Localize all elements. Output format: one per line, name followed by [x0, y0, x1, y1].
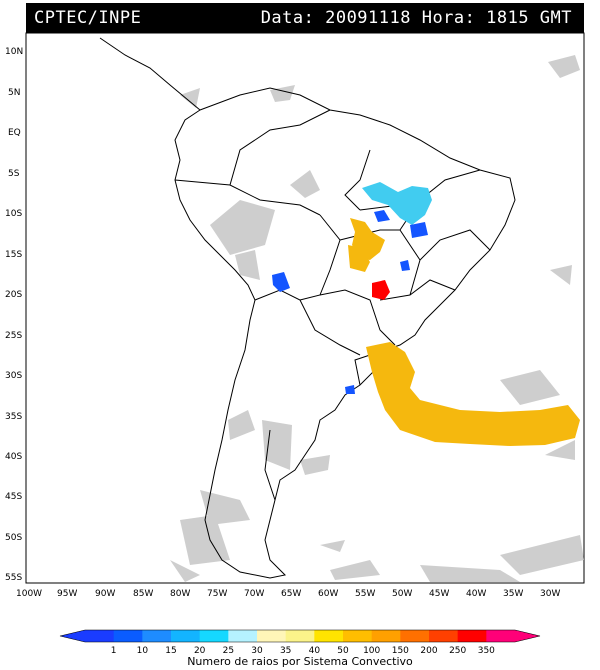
- south-america-coastline: [174, 87, 516, 579]
- lat-label: 25S: [5, 331, 22, 341]
- interior-border-2: [229, 109, 331, 186]
- legend-arrow-left: [60, 630, 85, 642]
- legend-swatch: [113, 630, 143, 642]
- lat-label: 45S: [5, 492, 22, 502]
- lon-label: 85W: [133, 589, 153, 599]
- header-bar: CPTEC/INPE Data: 20091118 Hora: 1815 GMT: [26, 3, 584, 33]
- lon-label: 60W: [318, 589, 338, 599]
- lon-label: 40W: [466, 589, 486, 599]
- lat-label: 55S: [5, 573, 22, 583]
- legend-swatch: [142, 630, 172, 642]
- lat-label: EQ: [8, 128, 21, 138]
- interior-border-13: [344, 149, 371, 211]
- cloud-cover: [170, 55, 584, 582]
- interior-border-10: [339, 229, 400, 241]
- system-blue-5: [345, 385, 355, 394]
- lat-label: 30S: [5, 371, 22, 381]
- system-red: [372, 280, 390, 300]
- legend-swatch: [371, 630, 401, 642]
- system-cyan: [362, 182, 432, 225]
- lat-label: 35S: [5, 412, 22, 422]
- color-legend: 1 10 15 20 25 30 35 40 50 100 150 200 250 350: [59, 629, 541, 656]
- legend-tick-label: 35: [280, 646, 291, 656]
- system-blue-3: [272, 272, 290, 292]
- map-frame: [25, 32, 585, 584]
- lon-label: 80W: [170, 589, 190, 599]
- central-america-outline: [99, 37, 201, 111]
- interior-border-6: [379, 279, 456, 301]
- header-date-time-label: Data: 20091118 Hora: 1815 GMT: [260, 8, 572, 28]
- lon-label: 65W: [281, 589, 301, 599]
- latitude-labels: 10N 5N EQ 5S 10S 15S 20S 25S 30S 35S 40S…: [5, 47, 23, 583]
- lat-label: 5N: [8, 88, 20, 98]
- lon-label: 30W: [540, 589, 560, 599]
- legend-swatch: [199, 630, 229, 642]
- legend-swatch: [486, 630, 516, 642]
- lat-label: 10S: [5, 209, 22, 219]
- legend-swatch: [228, 630, 258, 642]
- legend-swatch: [285, 630, 315, 642]
- interior-border-4: [254, 289, 361, 356]
- legend-tick-label: 50: [337, 646, 349, 656]
- system-blue-2: [410, 222, 428, 238]
- legend-swatch: [85, 630, 115, 642]
- legend-swatch: [457, 630, 487, 642]
- lon-label: 70W: [244, 589, 264, 599]
- legend-tick-label: 25: [223, 646, 234, 656]
- legend-outline: [59, 629, 541, 643]
- legend-tick-label: 100: [363, 646, 380, 656]
- legend-tick-label: 15: [165, 646, 176, 656]
- legend-tick-label: 40: [309, 646, 321, 656]
- lon-label: 35W: [503, 589, 523, 599]
- lon-label: 75W: [207, 589, 227, 599]
- system-orange-2: [348, 245, 370, 272]
- legend-swatch: [314, 630, 344, 642]
- legend-swatch: [257, 630, 287, 642]
- legend-tick-label: 150: [392, 646, 409, 656]
- legend-swatch: [171, 630, 201, 642]
- legend-tick-label: 1: [111, 646, 117, 656]
- legend-swatch: [429, 630, 459, 642]
- lightning-systems: [272, 182, 580, 446]
- lat-label: 40S: [5, 452, 22, 462]
- lat-label: 15S: [5, 250, 22, 260]
- interior-border-5: [319, 289, 396, 346]
- country-borders: [99, 37, 516, 579]
- lon-label: 45W: [429, 589, 449, 599]
- legend-tick-label: 250: [449, 646, 466, 656]
- longitude-labels: 100W 95W 90W 85W 80W 75W 70W 65W 60W 55W…: [16, 589, 560, 599]
- lon-label: 95W: [57, 589, 77, 599]
- legend-swatch: [400, 630, 430, 642]
- legend-tick-label: 30: [251, 646, 263, 656]
- legend-tick-label: 20: [194, 646, 206, 656]
- legend-tick-label: 350: [478, 646, 495, 656]
- lon-label: 55W: [355, 589, 375, 599]
- interior-border-1: [174, 179, 321, 216]
- interior-border-7: [409, 229, 491, 296]
- legend-title: Numero de raios por Sistema Convectivo: [187, 655, 413, 668]
- legend-tick-label: 10: [137, 646, 149, 656]
- header-source-label: CPTEC/INPE: [34, 8, 142, 28]
- interior-border-3: [299, 214, 341, 301]
- lon-label: 50W: [392, 589, 412, 599]
- lat-label: 5S: [8, 169, 20, 179]
- system-orange-large: [366, 342, 580, 446]
- system-blue-4: [400, 260, 410, 271]
- system-blue-1: [374, 210, 390, 222]
- legend-arrow-right: [515, 630, 540, 642]
- lat-label: 20S: [5, 290, 22, 300]
- lat-label: 50S: [5, 533, 22, 543]
- interior-border-11: [354, 354, 371, 386]
- legend-tick-label: 200: [420, 646, 437, 656]
- lon-label: 100W: [16, 589, 42, 599]
- lat-label: 10N: [5, 47, 23, 57]
- interior-border-12: [264, 429, 276, 501]
- lon-label: 90W: [95, 589, 115, 599]
- legend-swatch: [343, 630, 373, 642]
